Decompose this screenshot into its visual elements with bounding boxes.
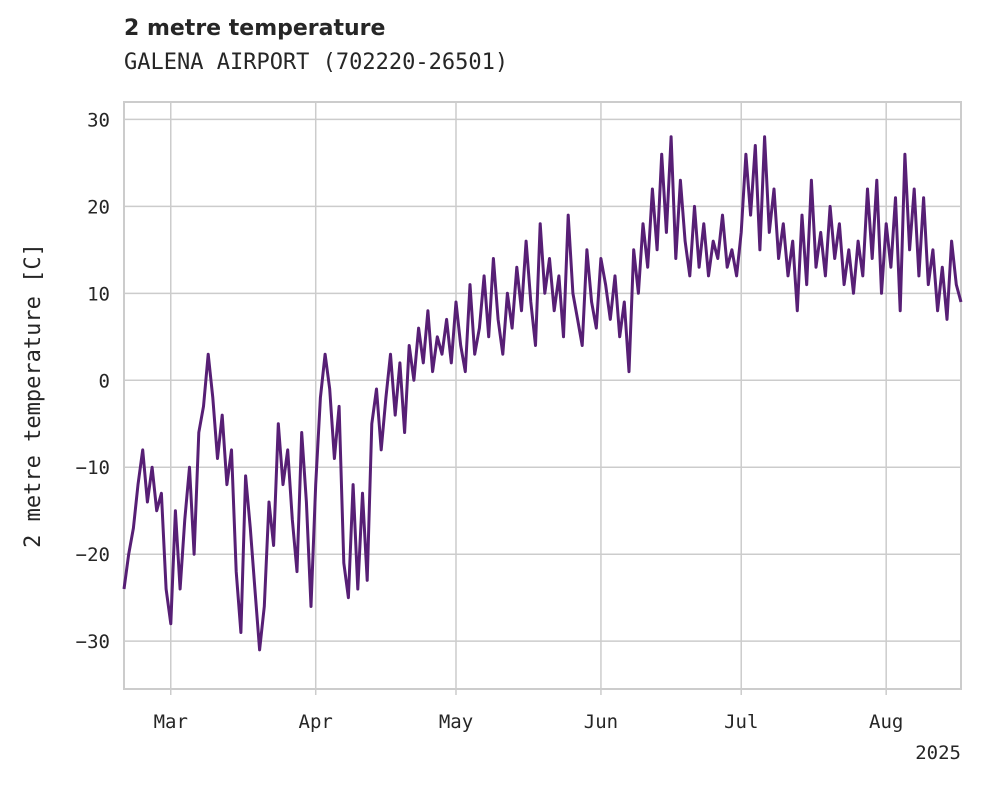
- y-tick-label: −20: [76, 544, 110, 566]
- axes-frame: [123, 101, 962, 690]
- x-tick-label: Jul: [724, 711, 758, 733]
- x-tick-label: Aug: [869, 711, 903, 733]
- chart-title: 2 metre temperature: [124, 16, 386, 41]
- chart-subtitle: GALENA AIRPORT (702220-26501): [124, 50, 509, 75]
- x-tick-label: Apr: [299, 711, 333, 733]
- y-tick-label: 0: [99, 370, 110, 392]
- series-layer: [122, 135, 963, 652]
- y-tick-label: 30: [87, 109, 110, 131]
- x-tick-label: May: [439, 711, 473, 733]
- y-tick-label: −10: [76, 457, 110, 479]
- x-tick-label: Jun: [584, 711, 618, 733]
- tick-labels: −30 −20 −10 0 10 20 30 Mar Apr May Jun Jul Aug: [76, 109, 904, 733]
- y-tick-label: −30: [76, 631, 110, 653]
- y-tick-label: 20: [87, 196, 110, 218]
- x-axis-year-label: 2025: [915, 742, 961, 764]
- y-tick-label: 10: [87, 283, 110, 305]
- temperature-series-line: [122, 135, 963, 652]
- y-axis-label: 2 metre temperature [C]: [21, 243, 46, 548]
- grid: [124, 102, 961, 695]
- x-tick-label: Mar: [154, 711, 188, 733]
